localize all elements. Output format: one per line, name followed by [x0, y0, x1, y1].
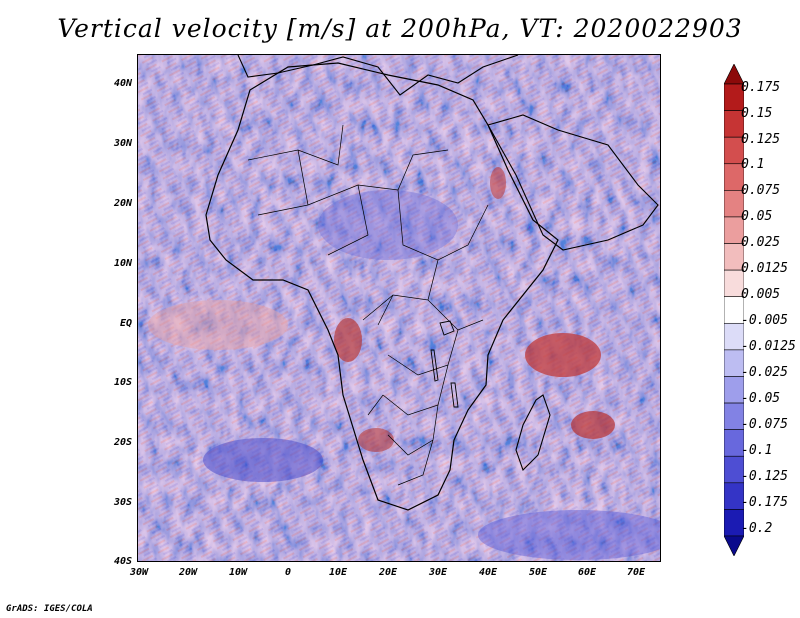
colorbar-label: -0.0125 [741, 339, 796, 354]
lat-label-eq: EQ [119, 318, 132, 329]
lon-label-70e: 70E [626, 567, 646, 578]
colorbar-label: -0.025 [741, 365, 788, 380]
ascent-patch-red-sea [490, 167, 506, 199]
lon-label-0: 0 [284, 567, 292, 578]
colorbar-label: -0.05 [741, 391, 781, 406]
colorbar-label: 0.005 [741, 287, 781, 302]
lon-label-40e: 40E [478, 567, 498, 578]
colorbar [724, 64, 744, 556]
lat-label-40n: 40N [113, 78, 132, 89]
colorbar-label: 0.0125 [741, 261, 788, 276]
lon-label-60e: 60E [577, 567, 597, 578]
country-borders [247, 124, 489, 486]
footer-credit: GrADS: IGES/COLA [6, 604, 93, 614]
ascent-patch-indian-ocean [525, 333, 601, 377]
lake-malawi [450, 382, 459, 408]
arabia-coastline [487, 114, 659, 251]
colorbar-label: -0.2 [741, 521, 773, 536]
ascent-band-gulf-guinea [148, 300, 288, 350]
descent-swirl-south-atlantic [203, 438, 323, 482]
lat-label-40s: 40S [113, 556, 132, 567]
colorbar-label: 0.15 [741, 106, 773, 121]
colorbar-label: -0.125 [741, 469, 788, 484]
lon-label-30e: 30E [428, 567, 448, 578]
lat-label-10s: 10S [113, 377, 132, 388]
lat-label-10n: 10N [113, 258, 132, 269]
colorbar-label: 0.175 [741, 80, 781, 95]
chart-title: Vertical velocity [m/s] at 200hPa, VT: 2… [57, 14, 743, 43]
colorbar-label: 0.05 [741, 209, 773, 224]
ascent-patch-southern-africa [358, 428, 394, 452]
lon-label-10e: 10E [328, 567, 348, 578]
lake-victoria [439, 320, 455, 336]
colorbar-label: 0.1 [741, 157, 765, 172]
lon-label-20e: 20E [378, 567, 398, 578]
lon-label-30w: 30W [129, 567, 149, 578]
ascent-patch-madagascar-east [571, 411, 615, 439]
ascent-patch-congo [334, 318, 362, 362]
africa-coastline [205, 62, 559, 511]
colorbar-label: -0.175 [741, 495, 788, 510]
colorbar-label: 0.125 [741, 132, 781, 147]
colorbar-label: -0.005 [741, 313, 788, 328]
velocity-field-map [138, 55, 660, 561]
lat-label-20s: 20S [113, 437, 132, 448]
madagascar-coastline [515, 394, 551, 472]
lat-label-20n: 20N [113, 198, 132, 209]
colorbar-label: 0.025 [741, 235, 781, 250]
lon-label-10w: 10W [228, 567, 248, 578]
lat-label-30n: 30N [113, 138, 132, 149]
lon-label-50e: 50E [528, 567, 548, 578]
lat-label-30s: 30S [113, 497, 132, 508]
colorbar-label: -0.075 [741, 417, 788, 432]
colorbar-label: -0.1 [741, 443, 773, 458]
colorbar-label: 0.075 [741, 183, 781, 198]
lake-tanganyika [430, 349, 439, 382]
colorbar-swatch [724, 535, 744, 556]
descent-band-southern-ocean [478, 510, 660, 560]
map-panel [137, 54, 661, 562]
lon-label-20w: 20W [178, 567, 198, 578]
europe-coastline [237, 55, 519, 96]
